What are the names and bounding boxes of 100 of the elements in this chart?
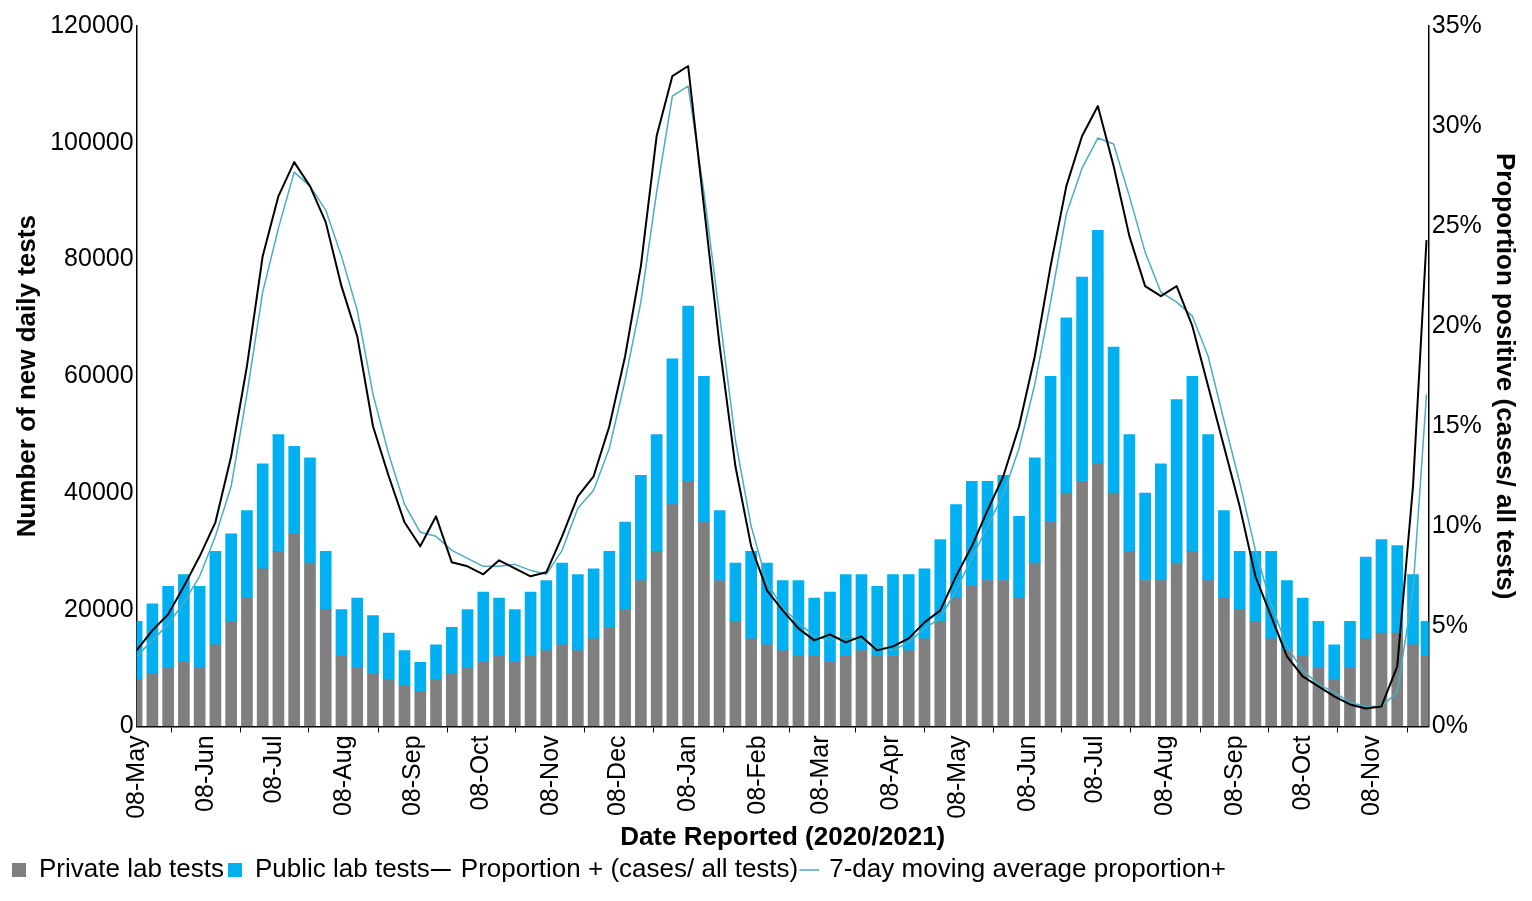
bar <box>430 679 442 727</box>
bar <box>1013 515 1025 599</box>
y2-tick-label: 25% <box>1431 210 1482 239</box>
bar <box>1202 434 1214 581</box>
bar <box>729 621 742 727</box>
bar <box>902 574 915 651</box>
bar <box>1312 621 1325 669</box>
bar <box>1155 463 1167 581</box>
x-tick-label: 08-May <box>942 734 971 819</box>
y-tick-label: 20000 <box>64 593 134 622</box>
bar <box>209 551 222 646</box>
bar <box>178 661 190 727</box>
bar <box>1044 521 1057 727</box>
bar <box>587 568 600 640</box>
bar <box>1281 580 1293 651</box>
y-tick-label: 100000 <box>50 126 134 155</box>
bar <box>1296 597 1309 657</box>
y2-tick-label: 10% <box>1431 510 1482 539</box>
bar <box>508 609 521 663</box>
x-axis-title: Date Reported (2020/2021) <box>620 820 946 851</box>
bar <box>1107 346 1120 494</box>
bar <box>1060 317 1073 494</box>
bar <box>698 375 710 523</box>
bar <box>1028 457 1041 564</box>
bar <box>713 510 726 581</box>
bar <box>871 586 884 657</box>
bar <box>682 305 694 482</box>
bar <box>887 574 899 657</box>
bar <box>382 632 395 681</box>
bar <box>1281 650 1293 727</box>
bar <box>461 667 474 727</box>
bar <box>508 661 521 727</box>
bar <box>635 475 647 581</box>
bar <box>493 656 505 727</box>
bar <box>776 580 789 651</box>
x-tick-label: 08-Jun <box>1011 735 1040 812</box>
y-tick-label: 120000 <box>50 9 134 38</box>
bar <box>351 597 364 669</box>
bar <box>477 591 490 663</box>
bar <box>193 586 206 669</box>
bar <box>1170 399 1183 564</box>
bar <box>871 656 884 727</box>
y-tick-label: 60000 <box>64 360 134 389</box>
bar <box>319 609 332 727</box>
bar <box>839 656 852 727</box>
bar <box>1076 276 1088 482</box>
bar <box>824 661 836 727</box>
bar <box>587 638 600 727</box>
bar <box>1139 580 1151 727</box>
legend-label: Public lab tests <box>254 853 430 884</box>
bar <box>1328 679 1341 727</box>
bar <box>761 644 773 727</box>
bar <box>997 580 1010 727</box>
bar <box>304 562 316 727</box>
bar <box>1186 551 1199 727</box>
bar <box>950 597 962 727</box>
x-tick-label: 08-Oct <box>464 735 493 811</box>
bar <box>1249 621 1262 727</box>
bar <box>572 574 584 651</box>
bar <box>965 480 978 587</box>
bar <box>367 615 379 675</box>
x-tick-label: 08-Mar <box>804 735 833 815</box>
bar <box>162 667 174 727</box>
bar <box>1076 480 1088 727</box>
bar <box>1123 434 1136 552</box>
bar <box>887 656 899 727</box>
x-tick-label: 08-Aug <box>1149 735 1178 817</box>
bar <box>1155 580 1167 727</box>
bar <box>1139 492 1151 581</box>
bar <box>1013 597 1025 727</box>
y-tick-label: 40000 <box>64 476 134 505</box>
bar <box>950 504 962 599</box>
bar <box>445 626 458 675</box>
bar <box>540 580 553 651</box>
bar <box>398 650 411 686</box>
bar <box>1028 562 1041 727</box>
bar <box>1107 492 1120 727</box>
y-axis-title: Number of new daily tests <box>10 215 41 538</box>
x-tick-label: 08-Sep <box>397 735 426 817</box>
y2-tick-label: 5% <box>1431 610 1468 639</box>
bar <box>493 597 505 657</box>
bar <box>619 609 631 727</box>
bar <box>351 667 364 727</box>
bar <box>414 661 427 692</box>
bar <box>1170 562 1183 727</box>
bar <box>335 656 348 727</box>
bar <box>650 551 663 727</box>
bar <box>808 597 821 657</box>
bar <box>1344 621 1356 669</box>
legend-label: Proportion + (cases/ all tests) <box>460 853 799 884</box>
bar <box>619 521 631 611</box>
bar <box>698 521 710 727</box>
bar <box>965 586 978 727</box>
y2-tick-label: 20% <box>1431 310 1482 339</box>
legend-label: Private lab tests <box>39 853 224 884</box>
y2-tick-label: 15% <box>1431 410 1482 439</box>
x-tick-label: 08-Jul <box>257 735 286 804</box>
legend-label: 7-day moving average proportion+ <box>829 853 1226 884</box>
bar <box>1092 229 1104 465</box>
y2-axis-title: Proportion positive (cases/ all tests) <box>1491 152 1522 600</box>
